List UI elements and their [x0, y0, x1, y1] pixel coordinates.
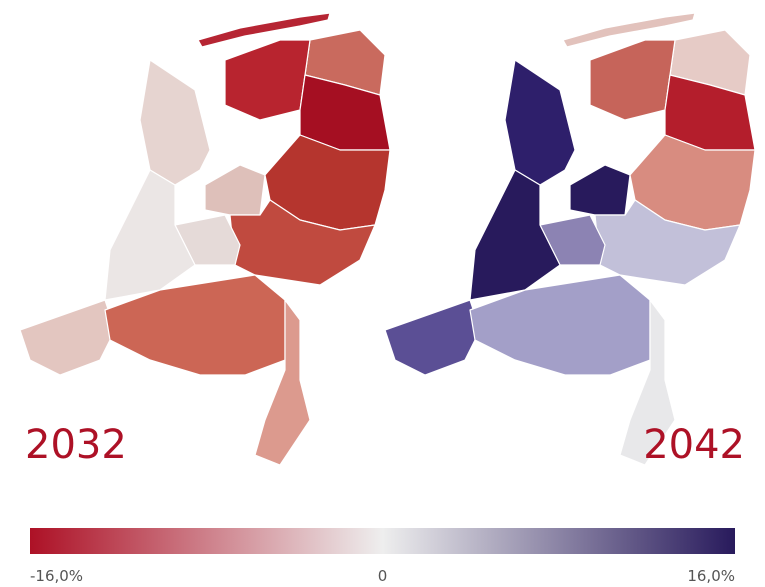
- region: [469, 274, 651, 376]
- map-2032: [19, 12, 391, 466]
- region: [229, 199, 376, 286]
- map-label: 2042: [643, 422, 745, 468]
- region: [19, 299, 116, 376]
- region: [594, 199, 741, 286]
- region: [104, 169, 196, 301]
- region: [562, 12, 696, 48]
- map-2042: [384, 12, 756, 466]
- legend-tick-label: 0: [378, 567, 388, 585]
- legend-tick-label: -16,0%: [30, 567, 83, 585]
- region: [619, 299, 676, 466]
- region: [104, 274, 286, 376]
- region: [469, 169, 561, 301]
- region: [204, 164, 266, 216]
- region: [197, 12, 331, 48]
- region: [589, 39, 676, 121]
- region: [254, 299, 311, 466]
- legend-tick-label: 16,0%: [687, 567, 735, 585]
- region: [569, 164, 631, 216]
- region: [384, 299, 481, 376]
- color-bar: [30, 528, 735, 554]
- legend: -16,0% 0 16,0%: [30, 528, 735, 585]
- region: [504, 59, 576, 186]
- region: [224, 39, 311, 121]
- region: [139, 59, 211, 186]
- map-label: 2032: [25, 422, 127, 468]
